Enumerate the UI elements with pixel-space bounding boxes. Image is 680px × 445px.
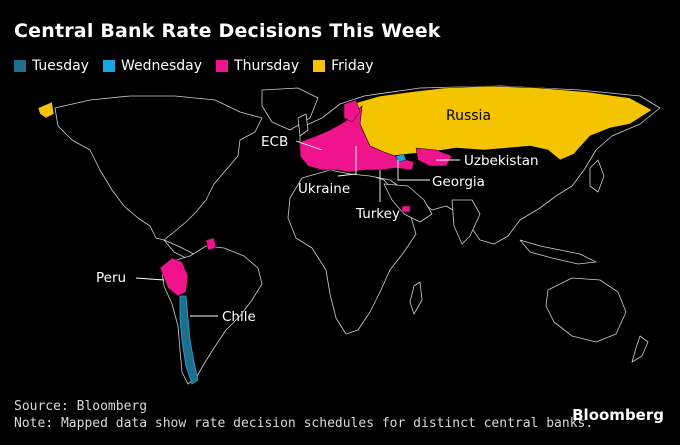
legend: Tuesday Wednesday Thursday Friday xyxy=(14,58,374,74)
leader-ecb xyxy=(295,140,323,151)
leader-ukraine xyxy=(337,146,357,177)
legend-swatch-wednesday xyxy=(102,60,115,72)
region-central-asia xyxy=(415,147,453,167)
legend-swatch-friday xyxy=(313,60,326,72)
legend-item-tuesday: Tuesday xyxy=(14,58,89,74)
label-ecb: ECB xyxy=(261,134,288,150)
madagascar-landmass xyxy=(409,281,423,315)
region-georgia xyxy=(395,153,407,163)
se-asia-islands xyxy=(519,239,597,265)
region-gulf xyxy=(401,205,411,213)
region-alaska xyxy=(37,101,55,119)
label-chile: Chile xyxy=(222,309,256,325)
label-russia: Russia xyxy=(446,108,491,124)
india-landmass xyxy=(451,199,481,245)
label-peru: Peru xyxy=(96,270,126,286)
uk-landmass xyxy=(297,113,309,137)
legend-label-tuesday: Tuesday xyxy=(32,58,89,74)
legend-label-thursday: Thursday xyxy=(234,58,300,74)
label-turkey: Turkey xyxy=(355,206,400,222)
label-ukraine: Ukraine xyxy=(298,181,350,197)
legend-swatch-thursday xyxy=(216,60,229,72)
source-text: Source: Bloomberg xyxy=(14,399,148,414)
bloomberg-logo: Bloomberg xyxy=(572,406,664,424)
region-guyana xyxy=(205,237,217,251)
leader-georgia xyxy=(397,160,430,181)
note-text: Note: Mapped data show rate decision sch… xyxy=(14,416,594,431)
label-uzbekistan: Uzbekistan xyxy=(464,153,539,169)
chart-title: Central Bank Rate Decisions This Week xyxy=(14,20,441,42)
region-peru xyxy=(159,257,189,297)
australia-landmass xyxy=(545,277,627,343)
legend-item-friday: Friday xyxy=(313,58,374,74)
arabia-landmass xyxy=(383,183,433,223)
japan-landmass xyxy=(589,159,605,193)
footer-notes: Source: Bloomberg Note: Mapped data show… xyxy=(14,398,593,432)
leader-peru xyxy=(135,277,165,281)
legend-item-wednesday: Wednesday xyxy=(102,58,203,74)
north-america-landmass xyxy=(54,95,263,241)
region-chile xyxy=(179,295,199,385)
region-scandinavia xyxy=(343,99,361,123)
legend-label-friday: Friday xyxy=(331,58,374,74)
legend-item-thursday: Thursday xyxy=(216,58,299,74)
region-russia xyxy=(349,85,653,161)
world-map: Russia ECB Uzbekistan Georgia Ukraine Tu… xyxy=(37,85,661,385)
legend-label-wednesday: Wednesday xyxy=(120,58,203,74)
label-georgia: Georgia xyxy=(432,174,485,190)
new-zealand-landmass xyxy=(631,335,649,363)
legend-swatch-tuesday xyxy=(14,60,26,72)
